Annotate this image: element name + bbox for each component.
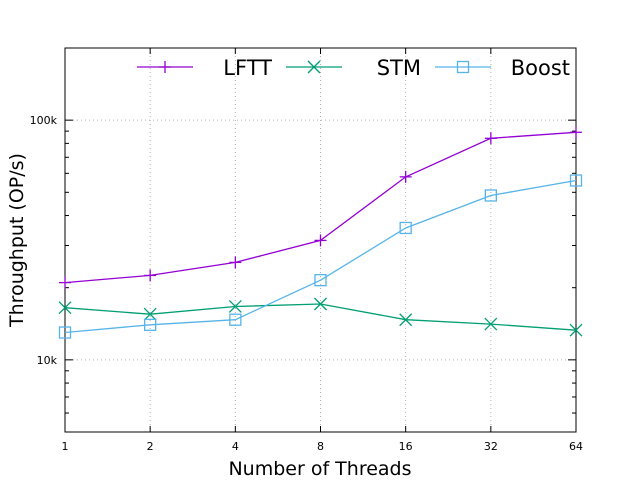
data-point-lftt	[399, 170, 412, 183]
x-tick-label: 4	[232, 440, 239, 453]
legend-label-lftt: LFTT	[223, 56, 272, 80]
x-axis-title: Number of Threads	[228, 458, 411, 480]
data-point-boost	[229, 313, 242, 326]
data-point-stm	[569, 323, 583, 337]
x-tick-label: 1	[62, 440, 69, 453]
legend-marker-boost	[456, 60, 470, 74]
data-point-lftt	[484, 132, 497, 145]
data-point-boost	[314, 274, 327, 287]
x-tick-label: 32	[484, 440, 498, 453]
data-point-stm	[143, 307, 157, 321]
legend-item-stm: STM	[286, 56, 421, 80]
series	[58, 126, 583, 339]
legend-item-lftt: LFTT	[137, 56, 272, 80]
y-axis-title: Throughput (OP/s)	[6, 153, 28, 328]
legend: LFTT STM Boost	[137, 56, 570, 80]
data-point-lftt	[229, 256, 242, 269]
data-point-lftt	[570, 126, 582, 139]
data-point-lftt	[144, 269, 157, 282]
series-line-stm	[64, 303, 577, 331]
series-stm	[58, 297, 583, 337]
data-point-stm	[58, 301, 72, 315]
y-tick-label: 100k	[30, 114, 58, 127]
data-point-stm	[314, 297, 327, 311]
x-tick-label: 16	[399, 440, 413, 453]
data-point-lftt	[59, 276, 71, 289]
series-line-boost	[64, 179, 577, 334]
legend-label-stm: STM	[377, 56, 421, 80]
data-point-stm	[228, 300, 242, 313]
axis-ticks: 1 2 4 8 16 32 64 10k 100k	[30, 48, 583, 453]
x-tick-label: 2	[147, 440, 154, 453]
data-point-boost	[58, 326, 72, 339]
legend-marker-stm	[307, 60, 321, 74]
legend-item-boost: Boost	[435, 56, 570, 80]
series-boost	[58, 174, 583, 339]
data-point-stm	[399, 313, 413, 327]
x-tick-label: 8	[317, 440, 324, 453]
series-lftt	[59, 126, 582, 289]
x-tick-label: 64	[569, 440, 583, 453]
legend-label-boost: Boost	[511, 56, 570, 80]
data-point-boost	[569, 174, 583, 187]
data-point-stm	[484, 317, 498, 331]
legend-marker-lftt	[159, 61, 171, 73]
data-point-boost	[399, 221, 412, 235]
data-point-boost	[484, 189, 497, 202]
data-point-lftt	[314, 234, 327, 247]
y-tick-label: 10k	[37, 354, 58, 367]
data-point-boost	[144, 318, 157, 331]
